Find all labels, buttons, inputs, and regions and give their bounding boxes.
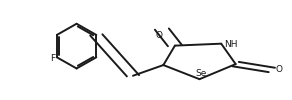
- Text: O: O: [275, 65, 282, 74]
- Text: O: O: [156, 31, 163, 40]
- Text: F: F: [50, 54, 55, 63]
- Text: NH: NH: [224, 40, 238, 49]
- Text: Se: Se: [195, 69, 207, 78]
